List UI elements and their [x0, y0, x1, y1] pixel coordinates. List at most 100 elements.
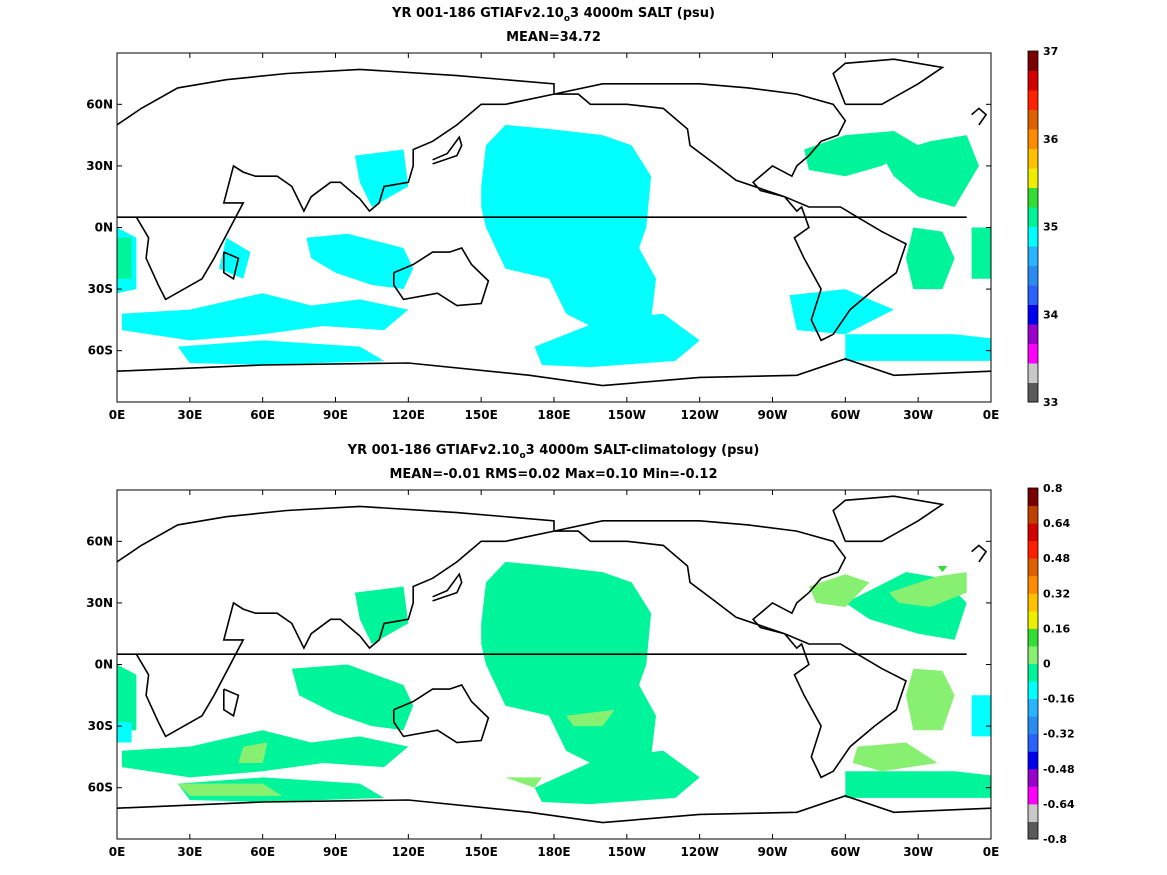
coastline	[971, 107, 988, 126]
field-region	[906, 227, 955, 290]
colorbar-label: 0.8	[1043, 482, 1063, 495]
x-tick-label: 120W	[681, 408, 719, 422]
colorbar-swatch	[1028, 558, 1038, 577]
coastline	[553, 519, 907, 779]
colorbar-swatch	[1028, 226, 1038, 247]
colorbar-label: 0.48	[1043, 552, 1070, 565]
coastline	[553, 83, 907, 342]
colorbar-label: 35	[1043, 221, 1058, 234]
colorbar-swatch	[1028, 628, 1038, 647]
colorbar-swatch	[1028, 488, 1038, 507]
y-tick-label: 60S	[88, 344, 113, 358]
colorbar-swatch	[1028, 265, 1038, 286]
colorbar: 37 36 35 34 33	[1027, 45, 1059, 409]
colorbar-swatch	[1028, 90, 1038, 110]
x-tick-label: 150E	[465, 408, 498, 422]
field-region	[534, 313, 700, 368]
colorbar-swatch	[1028, 382, 1038, 403]
y-tick-label: 60S	[88, 781, 113, 795]
coastline	[832, 58, 945, 106]
field-region	[845, 334, 991, 361]
field-region	[808, 574, 870, 607]
panel-1-subtitle: MEAN=34.72	[506, 30, 601, 45]
field-region	[354, 149, 409, 207]
x-tick-label: 120E	[392, 845, 425, 859]
field-region	[505, 777, 542, 788]
colorbar-swatch	[1028, 129, 1038, 149]
x-tick-label: 90E	[323, 408, 348, 422]
title-part: 3 4000m SALT-climatology (psu)	[525, 443, 760, 458]
field-region	[117, 722, 132, 743]
colorbar-swatch	[1028, 246, 1038, 266]
x-tick-label: 30W	[903, 408, 933, 422]
coastline	[117, 505, 967, 738]
colorbar-swatch	[1028, 187, 1038, 208]
field-region	[845, 771, 991, 798]
y-tick-label: 0N	[95, 658, 113, 672]
x-tick-label: 0E	[109, 845, 126, 859]
x-tick-label: 30W	[903, 845, 933, 859]
field-region	[121, 730, 409, 778]
coastline	[392, 247, 490, 307]
field-region	[291, 664, 414, 731]
field-region	[906, 668, 955, 731]
colorbar-label: -0.48	[1043, 763, 1075, 776]
field-region	[881, 135, 979, 207]
colorbar-label: 34	[1043, 308, 1059, 321]
field-region	[566, 709, 615, 727]
x-tick-label: 180E	[537, 845, 570, 859]
colorbar-label: -0.16	[1043, 693, 1075, 706]
x-tick-label: 60E	[250, 845, 275, 859]
field-region	[117, 237, 132, 279]
title-part: YR 001-186 GTIAFv2.10	[392, 6, 564, 21]
colorbar-frame	[1027, 50, 1039, 403]
colorbar-swatch	[1028, 698, 1038, 717]
coastline	[117, 68, 967, 301]
colorbar-label: 37	[1043, 45, 1058, 58]
colorbar-swatch	[1028, 109, 1038, 130]
colorbar-swatch	[1028, 575, 1038, 594]
colorbar-swatch	[1028, 505, 1038, 524]
colorbar-label: 0	[1043, 658, 1051, 671]
colorbar-swatch	[1028, 733, 1038, 752]
field-region	[971, 695, 991, 737]
coastline	[223, 688, 240, 718]
colorbar-swatch	[1028, 207, 1038, 227]
colorbar-swatch	[1028, 168, 1038, 188]
field-region	[971, 227, 991, 279]
colorbar-swatch	[1028, 716, 1038, 735]
y-tick-label: 30N	[86, 159, 113, 173]
field-region	[117, 664, 137, 731]
colorbar-swatch	[1028, 663, 1038, 682]
colorbar-label: 33	[1043, 396, 1058, 409]
colorbar-frame	[1027, 487, 1039, 840]
colorbar-swatch	[1028, 70, 1038, 91]
x-tick-label: 90E	[323, 845, 348, 859]
y-tick-label: 30N	[86, 596, 113, 610]
x-tick-label: 60W	[830, 845, 860, 859]
colorbar-swatch	[1028, 324, 1038, 344]
x-tick-label: 120W	[681, 845, 719, 859]
panel-2-subtitle: MEAN=-0.01 RMS=0.02 Max=0.10 Min=-0.12	[389, 467, 718, 482]
field-region	[306, 233, 414, 290]
colorbar-swatch	[1028, 610, 1038, 629]
colorbar-swatch	[1028, 363, 1038, 383]
y-tick-label: 60N	[86, 97, 113, 111]
field-region	[789, 289, 894, 335]
coastline	[432, 572, 463, 602]
field-region	[121, 293, 409, 341]
colorbar-swatch	[1028, 803, 1038, 822]
field-region	[937, 566, 948, 573]
title-subscript: o	[519, 451, 526, 461]
colorbar-swatch	[1028, 51, 1038, 71]
x-tick-label: 60E	[250, 408, 275, 422]
colorbar-swatch	[1028, 768, 1038, 787]
colorbar-swatch	[1028, 343, 1038, 364]
field-region	[219, 237, 251, 279]
x-tick-label: 60W	[830, 408, 860, 422]
field-region	[889, 572, 967, 607]
colorbar-swatch	[1028, 523, 1038, 542]
coastline	[432, 135, 463, 165]
y-tick-label: 30S	[88, 719, 113, 733]
colorbar-swatch	[1028, 786, 1038, 805]
